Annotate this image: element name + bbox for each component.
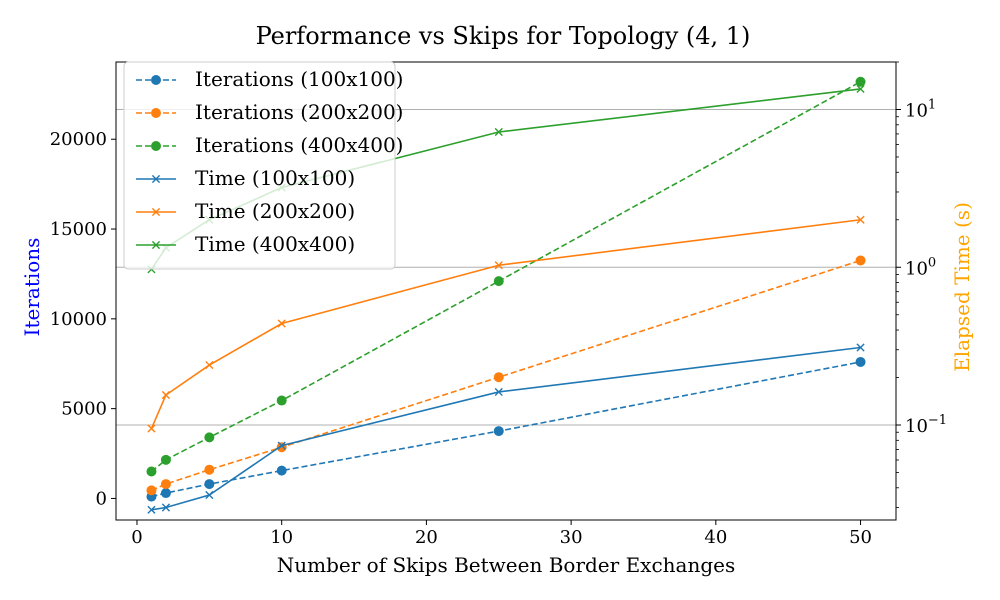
data-point-stroke	[147, 424, 156, 433]
data-point-stroke	[147, 505, 156, 514]
data-point-stroke	[856, 84, 865, 94]
chart-title: Performance vs Skips for Topology (4, 1)	[256, 22, 751, 50]
x-tick-label: 20	[415, 527, 438, 548]
data-point	[204, 479, 215, 490]
data-point	[204, 464, 215, 475]
data-point-stroke	[205, 360, 214, 370]
data-point	[277, 319, 286, 328]
data-point-stroke	[856, 215, 865, 224]
series-5	[147, 215, 865, 433]
data-point-stroke	[277, 441, 286, 450]
data-point-stroke	[494, 387, 503, 397]
data-point	[856, 343, 865, 352]
data-point	[160, 454, 171, 465]
legend-entry: Iterations (100x100)	[136, 67, 403, 91]
data-point	[856, 215, 865, 224]
data-point-stroke	[161, 390, 171, 400]
y-axis-label-left: Iterations	[20, 238, 44, 337]
data-point	[147, 424, 156, 433]
legend-box	[123, 61, 396, 270]
data-point	[205, 360, 214, 370]
legend-marker	[151, 240, 161, 250]
legend-entry: Time (400x400)	[136, 232, 355, 256]
y-left-tick-label: 10000	[50, 309, 107, 330]
legend-marker	[151, 75, 161, 85]
data-point	[494, 387, 503, 397]
data-point	[494, 127, 503, 137]
data-point	[146, 485, 157, 496]
y-axis-label-right: Elapsed Time (s)	[950, 202, 974, 372]
legend: Iterations (100x100) Iterations (200x200)…	[123, 61, 403, 270]
data-point	[161, 390, 171, 400]
data-point	[147, 505, 156, 514]
legend-entry: Iterations (200x200)	[136, 100, 403, 124]
series-line	[150, 81, 861, 473]
series-line	[151, 346, 861, 511]
data-point	[855, 255, 866, 266]
series-3	[146, 76, 866, 477]
data-point	[493, 426, 504, 437]
series-line	[150, 218, 861, 429]
data-point-stroke	[856, 343, 865, 352]
data-point-stroke	[277, 319, 286, 328]
legend-label: Iterations (100x100)	[195, 67, 403, 91]
legend-label: Time (100x100)	[195, 166, 355, 190]
data-point	[493, 276, 504, 287]
legend-entry: Iterations (400x400)	[136, 133, 403, 157]
legend-marker-stroke	[151, 240, 161, 250]
data-point-stroke	[494, 261, 503, 270]
y-left-tick-label: 15000	[50, 219, 107, 240]
x-axis-label: Number of Skips Between Border Exchanges	[277, 553, 735, 577]
data-point	[856, 84, 865, 94]
legend-marker-stroke	[151, 207, 161, 217]
series-1	[146, 356, 866, 502]
data-point	[161, 503, 171, 512]
x-tick-label: 0	[131, 527, 142, 548]
legend-entry: Time (100x100)	[136, 166, 355, 190]
legend-label: Iterations (200x200)	[195, 100, 403, 124]
legend-entry: Time (200x200)	[136, 199, 355, 223]
legend-marker	[151, 141, 161, 151]
data-point	[855, 356, 866, 367]
data-point	[160, 479, 171, 490]
legend-label: Time (400x400)	[195, 232, 355, 256]
legend-label: Iterations (400x400)	[195, 133, 403, 157]
legend-marker-stroke	[151, 174, 161, 184]
data-point	[205, 490, 214, 500]
x-tick-label: 30	[560, 527, 583, 548]
data-point-stroke	[161, 503, 171, 512]
series-4	[147, 343, 865, 514]
data-point	[276, 465, 287, 476]
data-point	[276, 395, 287, 406]
data-point	[493, 372, 504, 383]
y-left-tick-label: 20000	[50, 129, 107, 150]
legend-label: Time (200x200)	[195, 199, 355, 223]
series-2	[146, 255, 866, 496]
legend-marker	[151, 108, 161, 118]
data-point	[494, 261, 503, 270]
data-point	[146, 466, 157, 477]
data-point-stroke	[494, 127, 503, 137]
x-tick-label: 50	[849, 527, 872, 548]
legend-marker	[151, 207, 161, 217]
y-left-tick-label: 5000	[61, 399, 107, 420]
data-point	[204, 432, 215, 443]
data-point	[277, 441, 286, 450]
data-point-stroke	[205, 490, 214, 500]
legend-marker	[151, 174, 161, 184]
y-left-tick-label: 0	[96, 488, 107, 509]
x-tick-label: 40	[704, 527, 727, 548]
x-tick-label: 10	[270, 527, 293, 548]
plot-frame	[115, 61, 897, 521]
y-right-tick-label: 101	[905, 97, 936, 121]
data-point	[855, 76, 866, 87]
data-point	[160, 488, 171, 499]
